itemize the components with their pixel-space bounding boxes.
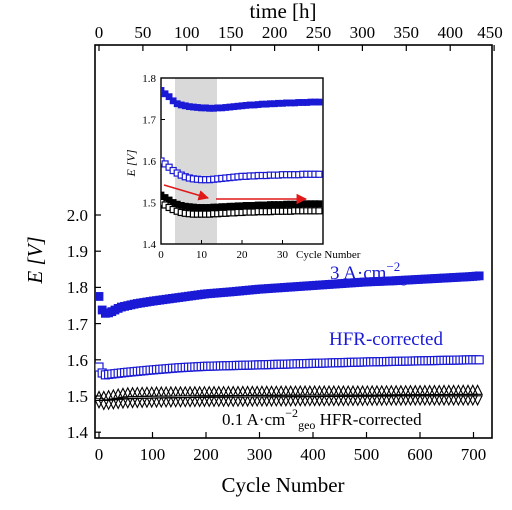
annotation-low-current-base: 0.1 A·cm (222, 410, 285, 429)
main-y-tick-label: 2.0 (67, 206, 88, 225)
inset-y-axis-label: E [V] (124, 149, 138, 177)
main-series-0 (95, 271, 484, 318)
main-data-point (472, 384, 483, 395)
main-plot: 0 100 200 300 400 500 600 700 Cycle Numb… (23, 0, 503, 497)
annotation-low-current: 0.1 A·cm−2geo HFR-corrected (222, 406, 422, 432)
inset-arrow (163, 184, 308, 205)
main-y-tick-label: 1.8 (67, 278, 88, 297)
inset-x-axis-label: Cycle Number (296, 249, 361, 261)
inset-x-axis: 0 10 20 30 Cycle Number (158, 240, 361, 261)
annotation-hfr-corrected-blue: HFR-corrected (329, 329, 443, 350)
main-top-tick-label: 150 (218, 23, 244, 42)
main-x-tick-label: 0 (95, 445, 104, 464)
main-y-tick-label: 1.9 (67, 242, 88, 261)
main-top-tick-label: 350 (394, 23, 420, 42)
annotation-high-current-base: 3 A·cm (330, 263, 387, 284)
main-x-tick-label: 500 (354, 445, 380, 464)
inset-series-0 (161, 87, 323, 112)
annotation-low-current-sub: geo (298, 418, 315, 432)
inset-data-point (315, 200, 323, 208)
main-series-3 (95, 395, 483, 411)
main-data-point (95, 292, 104, 301)
main-y-tick-label: 1.6 (67, 351, 88, 370)
main-x-axis: 0 100 200 300 400 500 600 700 Cycle Numb… (95, 432, 487, 497)
inset-x-tick-label: 30 (277, 249, 289, 261)
main-top-tick-label: 450 (477, 23, 503, 42)
main-series-1 (95, 355, 484, 380)
main-top-tick-label: 50 (134, 23, 151, 42)
main-top-tick-label: 100 (174, 23, 200, 42)
main-x-tick-label: 600 (407, 445, 433, 464)
main-top-axis-label: time [h] (249, 0, 316, 23)
inset-arrow-decline (163, 184, 210, 201)
inset-data-point (315, 207, 323, 215)
main-series-2 (95, 384, 483, 402)
inset-x-tick-label: 10 (196, 249, 208, 261)
main-plot-frame (94, 44, 493, 439)
main-top-tick-label: 0 (95, 23, 104, 42)
inset-y-tick-label: 1.6 (142, 156, 156, 168)
inset-data-point (315, 98, 323, 106)
inset-data-point (165, 93, 173, 101)
main-annotations: 3 A·cm−2geo HFR-corrected 0.1 A·cm−2geo … (222, 259, 443, 432)
inset-data-point (315, 170, 323, 178)
inset-y-tick-label: 1.7 (142, 115, 156, 127)
main-top-tick-label: 400 (437, 23, 463, 42)
main-x-tick-label: 200 (193, 445, 219, 464)
main-x-tick-label: 100 (140, 445, 166, 464)
main-x-axis-label: Cycle Number (221, 473, 344, 497)
annotation-high-current-sub: geo (400, 271, 419, 286)
main-series-layer (95, 271, 484, 411)
main-x-tick-label: 700 (461, 445, 487, 464)
main-data-point (474, 355, 484, 365)
inset-plot: 1.4 1.5 1.6 1.7 1.8 E [V] 0 10 20 30 Cyc… (124, 73, 361, 261)
inset-series-3 (161, 198, 323, 218)
main-data-point (474, 271, 484, 281)
inset-x-tick-label: 0 (158, 249, 164, 261)
main-y-tick-label: 1.7 (67, 315, 89, 334)
main-x-tick-label: 400 (300, 445, 326, 464)
main-data-point (472, 395, 483, 407)
annotation-low-current-suffix: HFR-corrected (315, 410, 422, 429)
inset-y-tick-label: 1.8 (142, 73, 156, 85)
inset-series-1 (161, 157, 323, 184)
main-top-axis: 0 50 100 150 200 250 300 350 400 450 tim… (95, 0, 503, 51)
main-y-tick-label: 1.4 (67, 423, 89, 442)
main-top-tick-label: 300 (350, 23, 376, 42)
annotation-high-current-sup: −2 (386, 259, 400, 274)
main-x-tick-label: 300 (247, 445, 273, 464)
main-top-tick-label: 200 (262, 23, 288, 42)
inset-x-tick-label: 20 (237, 249, 249, 261)
main-y-tick-label: 1.5 (67, 387, 88, 406)
main-y-axis-label: E [V] (23, 236, 47, 284)
main-top-tick-label: 250 (306, 23, 332, 42)
inset-y-axis: 1.4 1.5 1.6 1.7 1.8 E [V] (124, 73, 165, 251)
inset-y-tick-label: 1.5 (142, 198, 156, 210)
annotation-high-current: 3 A·cm−2geo (330, 259, 419, 286)
inset-y-tick-label: 1.4 (142, 239, 156, 251)
annotation-low-current-sup: −2 (285, 406, 298, 420)
main-y-axis: 1.4 1.5 1.6 1.7 1.8 1.9 2.0 E [V] (23, 206, 101, 442)
